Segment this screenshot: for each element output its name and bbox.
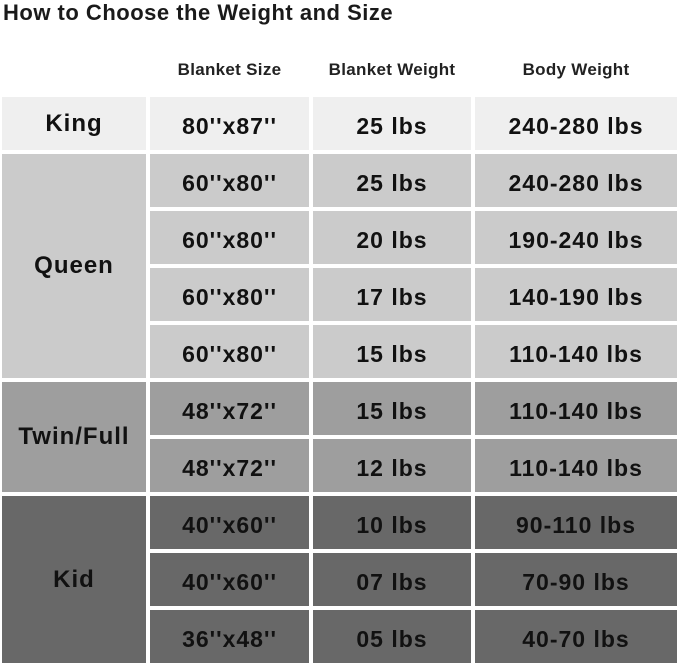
cell-blanket-size: 60''x80'' [150,211,309,264]
header-body-weight: Body Weight [522,60,630,79]
cell-body-weight: 90-110 lbs [475,496,677,549]
group-label: Kid [2,496,146,663]
cell-blanket-size: 60''x80'' [150,268,309,321]
cell-blanket-weight: 17 lbs [313,268,471,321]
cell-blanket-size: 60''x80'' [150,325,309,378]
cell-blanket-size: 36''x48'' [150,610,309,663]
cell-blanket-weight: 12 lbs [313,439,471,492]
cell-body-weight: 240-280 lbs [475,97,677,150]
cell-body-weight: 110-140 lbs [475,382,677,435]
cell-blanket-weight: 07 lbs [313,553,471,606]
cell-blanket-size: 40''x60'' [150,553,309,606]
cell-body-weight: 70-90 lbs [475,553,677,606]
cell-body-weight: 140-190 lbs [475,268,677,321]
page-title: How to Choose the Weight and Size [3,0,394,25]
cell-blanket-weight: 20 lbs [313,211,471,264]
cell-blanket-size: 80''x87'' [150,97,309,150]
cell-body-weight: 110-140 lbs [475,325,677,378]
header-blanket-weight: Blanket Weight [328,60,456,79]
cell-blanket-weight: 15 lbs [313,382,471,435]
size-table: King 80''x87'' 25 lbs 240-280 lbs Queen 60''x… [2,97,677,663]
cell-body-weight: 40-70 lbs [475,610,677,663]
cell-blanket-weight: 05 lbs [313,610,471,663]
cell-body-weight: 240-280 lbs [475,154,677,207]
header-blanket-size: Blanket Size [177,60,282,79]
cell-blanket-weight: 15 lbs [313,325,471,378]
group-label: Twin/Full [2,382,146,492]
cell-blanket-size: 60''x80'' [150,154,309,207]
cell-body-weight: 190-240 lbs [475,211,677,264]
cell-blanket-weight: 25 lbs [313,97,471,150]
cell-blanket-weight: 25 lbs [313,154,471,207]
cell-body-weight: 110-140 lbs [475,439,677,492]
cell-blanket-size: 48''x72'' [150,439,309,492]
cell-blanket-size: 40''x60'' [150,496,309,549]
group-label: Queen [2,154,146,378]
cell-blanket-weight: 10 lbs [313,496,471,549]
group-label: King [2,97,146,150]
cell-blanket-size: 48''x72'' [150,382,309,435]
